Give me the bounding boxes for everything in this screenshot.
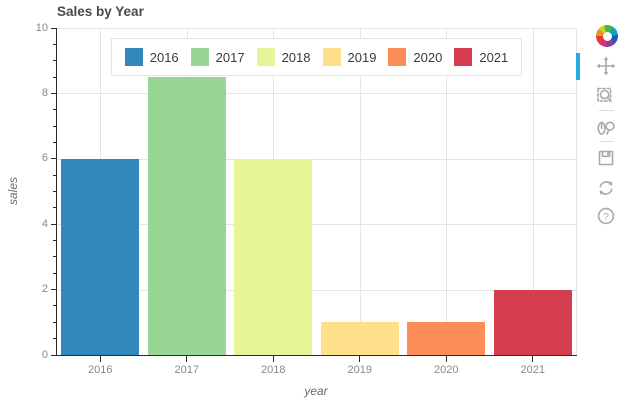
x-tick-label: 2016 — [88, 364, 113, 376]
y-minor-tick — [53, 338, 57, 340]
gridline-v — [532, 28, 534, 355]
y-minor-tick — [53, 207, 57, 209]
legend-item: 2018 — [256, 48, 311, 66]
legend-swatch — [124, 48, 143, 66]
gridline-h — [57, 28, 576, 29]
plot-area[interactable] — [57, 28, 577, 355]
x-tick-label: 2017 — [174, 364, 199, 376]
y-major-tick — [51, 158, 57, 160]
x-tick-label: 2019 — [347, 364, 372, 376]
y-axis-title: sales — [6, 176, 20, 206]
legend-item: 2020 — [388, 48, 442, 66]
reset-tool-button[interactable] — [592, 174, 620, 202]
y-major-tick — [51, 27, 57, 29]
x-major-tick — [186, 356, 188, 362]
y-major-tick — [51, 354, 57, 356]
legend-label: 2021 — [479, 49, 509, 65]
x-major-tick — [272, 356, 274, 362]
legend-label: 2019 — [347, 49, 377, 65]
legend-label: 2017 — [215, 49, 245, 65]
y-minor-tick — [53, 125, 57, 127]
y-tick-label: 4 — [41, 217, 48, 230]
y-minor-tick — [53, 141, 57, 143]
gridline-h — [57, 224, 576, 226]
y-minor-tick — [53, 272, 57, 274]
y-tick-label: 10 — [35, 21, 48, 34]
legend-item: 2021 — [454, 48, 508, 66]
pan-tool-button[interactable] — [592, 52, 620, 80]
y-minor-tick — [53, 240, 57, 242]
y-tick-label: 6 — [41, 152, 48, 165]
gridline-h — [57, 289, 576, 291]
bar-2016 — [61, 158, 140, 355]
box-zoom-icon — [597, 87, 612, 102]
y-minor-tick — [53, 191, 57, 192]
legend: 2016 2017 2018 2019 2020 2021 — [110, 38, 523, 76]
save-tool-button[interactable] — [592, 144, 620, 172]
x-tick-label: 2018 — [261, 364, 286, 376]
y-major-tick — [51, 223, 57, 225]
y-minor-tick — [53, 305, 57, 307]
x-major-tick — [532, 356, 534, 362]
legend-item: 2016 — [124, 48, 179, 66]
y-minor-tick — [53, 321, 57, 323]
legend-label: 2020 — [413, 49, 443, 65]
y-axis-line — [56, 28, 57, 356]
y-minor-tick — [53, 43, 57, 45]
y-tick-label: 8 — [41, 86, 48, 99]
help-tool-button[interactable]: ? — [592, 202, 620, 230]
box-zoom-tool-button[interactable] — [592, 80, 620, 108]
active-tool-indicator — [576, 53, 580, 80]
y-minor-tick — [53, 109, 57, 111]
toolbar-separator — [599, 141, 614, 142]
legend-label: 2018 — [281, 49, 311, 65]
gridline-v — [359, 28, 361, 355]
save-icon — [598, 150, 614, 166]
gridline-h — [57, 158, 576, 160]
y-minor-tick — [53, 76, 57, 78]
legend-label: 2016 — [149, 49, 179, 65]
legend-swatch — [388, 48, 407, 66]
legend-item: 2019 — [322, 48, 377, 66]
y-tick-label: 0 — [41, 348, 48, 361]
wheel-zoom-tool-button[interactable] — [592, 114, 620, 142]
legend-swatch — [322, 48, 341, 66]
bokeh-logo-icon[interactable] — [596, 25, 618, 47]
gridline-h — [57, 93, 576, 95]
toolbar-separator — [599, 110, 614, 111]
svg-text:?: ? — [603, 211, 609, 223]
y-minor-tick — [53, 256, 57, 258]
legend-item: 2017 — [190, 48, 245, 66]
bar-2017 — [147, 77, 226, 355]
x-axis-title: year — [304, 384, 328, 398]
legend-wrap: 2016 2017 2018 2019 2020 2021 — [57, 38, 576, 76]
bar-2019 — [320, 322, 399, 355]
x-tick-label: 2021 — [520, 364, 545, 376]
x-major-tick — [359, 356, 361, 362]
legend-swatch — [454, 48, 473, 66]
y-tick-label: 2 — [41, 283, 48, 296]
x-major-tick — [99, 356, 101, 362]
reset-icon — [599, 181, 613, 195]
legend-swatch — [190, 48, 209, 66]
y-major-tick — [51, 289, 57, 291]
pan-icon — [596, 56, 616, 76]
gridline-v — [446, 28, 448, 355]
y-minor-tick — [53, 60, 57, 62]
x-axis-line — [56, 355, 577, 356]
legend-swatch — [256, 48, 275, 66]
y-major-tick — [51, 92, 57, 94]
wheel-zoom-icon — [597, 121, 615, 135]
x-major-tick — [445, 356, 447, 362]
chart-title: Sales by Year — [57, 4, 144, 19]
bar-2021 — [493, 289, 572, 355]
y-minor-tick — [53, 174, 57, 176]
bar-2020 — [407, 322, 486, 355]
help-icon: ? — [597, 207, 615, 225]
bar-2018 — [234, 158, 313, 355]
x-tick-label: 2020 — [434, 364, 459, 376]
